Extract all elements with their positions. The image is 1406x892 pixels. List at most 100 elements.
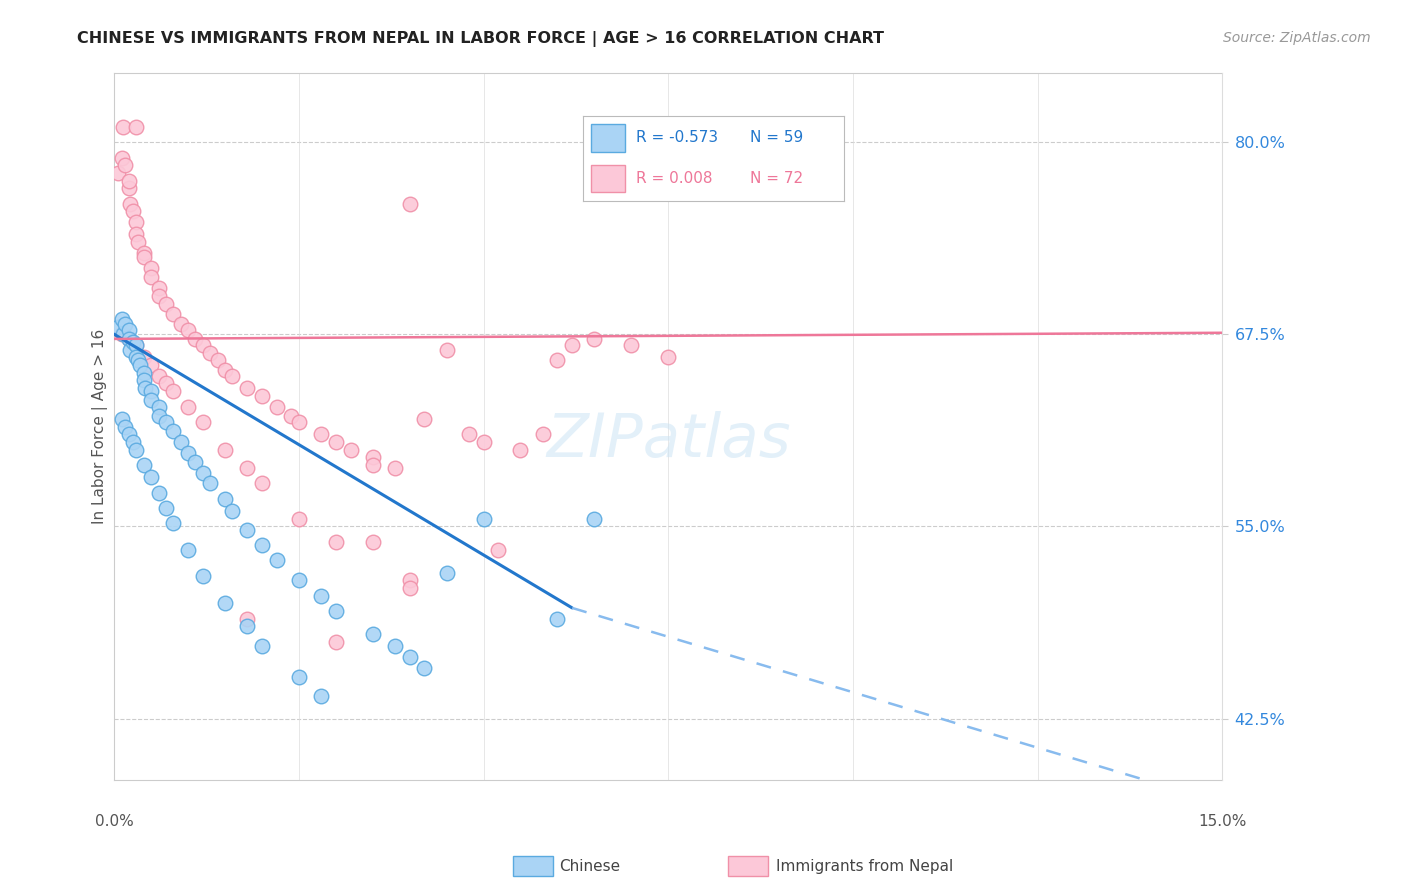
Point [141,261,163,276]
Point [155,376,177,391]
Text: 15.0%: 15.0% [1198,814,1246,829]
Point [361,627,384,641]
Point [177,445,200,459]
Point [361,458,384,472]
Point [325,634,347,648]
Point [120,343,142,357]
Point [110,412,132,426]
Point [170,434,193,449]
Point [546,612,568,626]
Point [472,512,495,526]
Point [583,332,606,346]
Point [177,400,200,414]
Point [325,534,347,549]
Text: CHINESE VS IMMIGRANTS FROM NEPAL IN LABOR FORCE | AGE > 16 CORRELATION CHART: CHINESE VS IMMIGRANTS FROM NEPAL IN LABO… [77,31,884,47]
Bar [592,124,626,152]
Point [121,334,143,349]
Point [250,538,273,552]
Point [125,351,148,365]
Point [384,640,406,654]
Point [170,317,193,331]
Point [162,384,184,399]
Point [132,351,155,365]
Point [129,358,152,372]
Point [162,424,184,438]
Point [118,323,141,337]
Bar [592,165,626,192]
Point [398,196,420,211]
Point [620,338,643,352]
Point [132,366,155,380]
Point [107,319,129,334]
Point [191,415,214,429]
Point [148,289,170,303]
Point [121,434,143,449]
Point [436,343,458,357]
Point [325,434,347,449]
Point [132,245,155,260]
Point [162,516,184,531]
Point [148,485,170,500]
Point [191,466,214,480]
Point [309,589,332,603]
Point [177,542,200,557]
Point [221,504,243,518]
Point [162,307,184,321]
Point [125,227,148,242]
Point [207,353,229,368]
Point [110,151,132,165]
Point [125,120,148,134]
Point [309,689,332,703]
Point [214,362,236,376]
Point [250,476,273,491]
Y-axis label: In Labor Force | Age > 16: In Labor Force | Age > 16 [93,329,108,524]
Point [398,650,420,665]
Point [325,604,347,618]
Text: N = 59: N = 59 [749,130,803,145]
Point [184,455,207,469]
Point [398,581,420,595]
Point [110,312,132,326]
Point [125,338,148,352]
Point [200,476,222,491]
Point [125,215,148,229]
Point [236,381,259,395]
Point [191,568,214,582]
Text: Source: ZipAtlas.com: Source: ZipAtlas.com [1223,31,1371,45]
Point [309,427,332,442]
Point [148,409,170,423]
Point [141,393,163,408]
Point [132,373,155,387]
Point [250,389,273,403]
Point [155,415,177,429]
Point [177,323,200,337]
Text: N = 72: N = 72 [749,171,803,186]
Point [114,158,136,172]
Point [288,670,311,684]
Point [413,661,436,675]
Point [266,400,288,414]
Point [288,574,311,588]
Point [120,196,142,211]
Point [339,442,361,457]
Point [148,281,170,295]
Point [531,427,554,442]
Point [184,332,207,346]
Point [125,338,148,352]
Point [546,353,568,368]
Point [288,512,311,526]
Point [148,400,170,414]
Point [141,384,163,399]
Point [112,120,135,134]
Point [236,619,259,633]
Point [141,358,163,372]
Point [114,419,136,434]
Point [132,251,155,265]
Point [127,353,149,368]
Point [583,512,606,526]
Point [118,332,141,346]
Point [214,596,236,610]
Point [457,427,479,442]
Point [561,338,583,352]
Point [112,327,135,342]
